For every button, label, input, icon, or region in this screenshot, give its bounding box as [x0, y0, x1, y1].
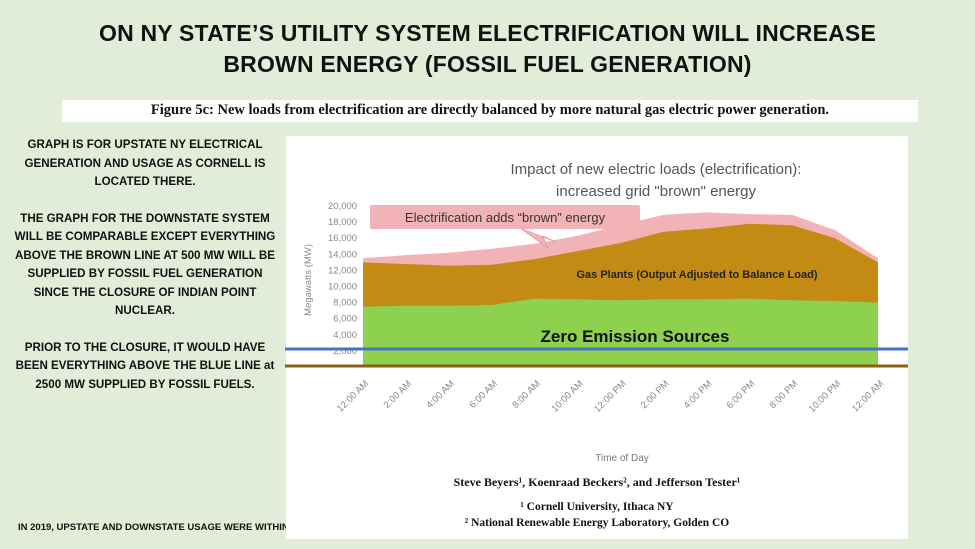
- credits-box: Steve Beyers¹, Koenraad Beckers², and Je…: [286, 469, 908, 539]
- authors: Steve Beyers¹, Koenraad Beckers², and Je…: [453, 475, 741, 489]
- figure-caption-box: Figure 5c: New loads from electrificatio…: [62, 100, 918, 122]
- affiliation-cornell: ¹ Cornell University, Ithaca NY: [520, 501, 674, 513]
- footnote: IN 2019, UPSTATE AND DOWNSTATE USAGE WER…: [18, 522, 387, 533]
- note-paragraph-3: PRIOR TO THE CLOSURE, IT WOULD HAVE BEEN…: [15, 340, 275, 391]
- chart-panel: [286, 136, 908, 469]
- affiliation-nrel: ² National Renewable Energy Laboratory, …: [464, 517, 730, 529]
- side-notes: GRAPH IS FOR UPSTATE NY ELECTRICAL GENER…: [14, 136, 276, 412]
- slide-title-line1: ON NY STATE’S UTILITY SYSTEM ELECTRIFICA…: [98, 20, 877, 46]
- slide-title: ON NY STATE’S UTILITY SYSTEM ELECTRIFICA…: [0, 18, 975, 80]
- slide-title-line2: BROWN ENERGY (FOSSIL FUEL GENERATION): [223, 51, 752, 77]
- note-paragraph-2: THE GRAPH FOR THE DOWNSTATE SYSTEM WILL …: [14, 211, 276, 318]
- note-paragraph-1: GRAPH IS FOR UPSTATE NY ELECTRICAL GENER…: [24, 138, 266, 188]
- figure-caption: Figure 5c: New loads from electrificatio…: [150, 102, 830, 118]
